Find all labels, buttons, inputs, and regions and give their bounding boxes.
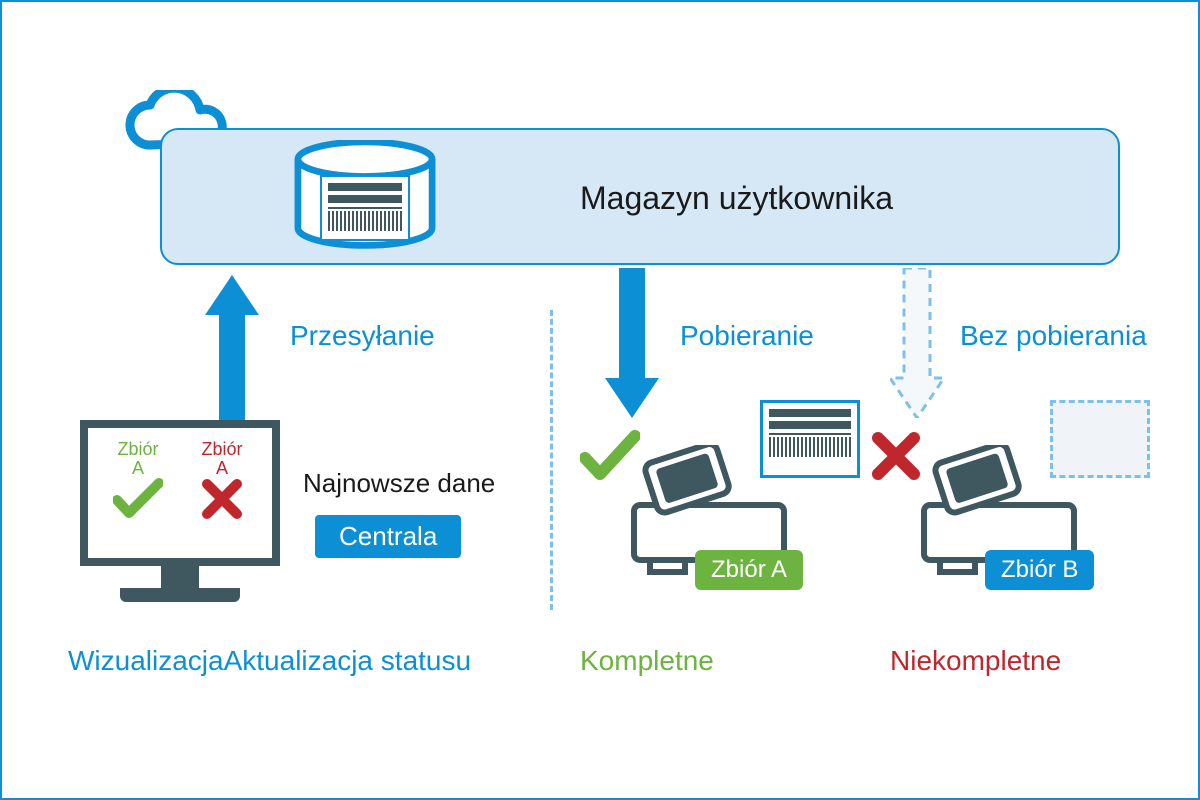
arrow-send-label: Przesyłanie [290,320,435,352]
database-label-card [320,175,410,241]
user-warehouse-label: Magazyn użytkownika [580,180,893,217]
arrow-noget-label: Bez pobierania [960,320,1147,352]
footer-complete-label: Kompletne [580,645,714,677]
monitor-col-b: Zbiór A [182,440,262,525]
monitor-screen: Zbiór A Zbiór A [80,420,280,566]
monitor-stand [161,566,199,588]
footer-incomplete-label: Niekompletne [890,645,1061,677]
check-icon [113,478,163,520]
set-a-badge: Zbiór A [695,550,803,590]
monitor-col-b-line1: Zbiór [182,440,262,459]
set-b-badge: Zbiór B [985,550,1094,590]
arrow-send-icon [205,275,260,425]
arrow-get-icon [605,268,660,418]
section-divider [550,310,553,610]
latest-data-label: Najnowsze dane [303,468,495,499]
monitor-base [120,588,240,602]
footer-visualization-label: WizualizacjaAktualizacja statusu [68,645,471,677]
diagram-canvas: Magazyn użytkownika Przesyłanie Pobieran… [20,20,1180,780]
arrow-get-label: Pobieranie [680,320,814,352]
arrow-noget-icon [890,268,945,418]
monitor: Zbiór A Zbiór A [80,420,280,602]
cross-icon [201,478,243,520]
monitor-col-a-line2: A [98,459,178,478]
central-badge: Centrala [315,515,461,558]
monitor-col-a: Zbiór A [98,440,178,525]
cross-icon [870,430,922,482]
monitor-col-a-line1: Zbiór [98,440,178,459]
monitor-col-b-line2: A [182,459,262,478]
leader-line [414,202,564,204]
